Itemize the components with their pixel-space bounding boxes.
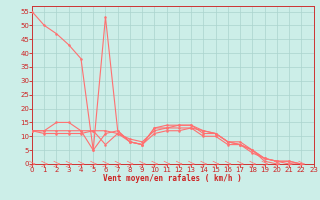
X-axis label: Vent moyen/en rafales ( km/h ): Vent moyen/en rafales ( km/h ) — [103, 174, 242, 183]
